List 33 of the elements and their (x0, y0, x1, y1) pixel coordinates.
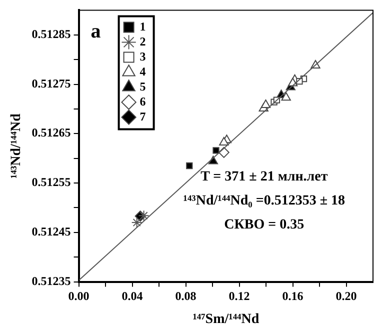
x-axis-title: ¹⁴⁷Sm/¹⁴⁴Nd (192, 312, 260, 328)
point (219, 137, 229, 146)
y-tick-label: 0.51265 (32, 126, 71, 140)
x-tick-label: 0.12 (228, 289, 250, 304)
y-tick-label: 0.51275 (32, 76, 71, 90)
x-tick-label: 0.20 (336, 289, 357, 304)
legend-label: 6 (140, 94, 146, 108)
y-axis-title: ¹⁴³Nd/¹⁴⁴Nd (9, 113, 24, 178)
annotation: T = 371 ± 21 млн.лет (200, 169, 328, 184)
legend-label: 1 (140, 19, 146, 34)
legend-label: 3 (140, 49, 146, 64)
y-tick-label: 0.51235 (32, 274, 71, 288)
annotation: ¹⁴³Nd/¹⁴⁴Nd₀ =0.512353 ± 18 (183, 193, 346, 208)
x-tick-label: 0.04 (122, 289, 143, 304)
point (208, 156, 218, 164)
y-tick-label: 0.51245 (32, 224, 71, 239)
y-tick-label: 0.51285 (32, 26, 71, 41)
x-tick-label: 0.16 (282, 289, 304, 304)
point (131, 217, 142, 228)
legend-label: 2 (140, 34, 146, 48)
point (138, 210, 150, 222)
annotation: a (90, 20, 101, 42)
x-tick-label: 0.08 (175, 289, 196, 304)
annotation: СКВО = 0.35 (224, 217, 304, 232)
point (212, 147, 220, 154)
legend-label: 4 (140, 64, 146, 78)
point (186, 162, 193, 170)
legend-label: 5 (140, 79, 146, 94)
point (281, 92, 291, 101)
point (260, 100, 271, 108)
legend-label: 7 (140, 109, 146, 124)
y-tick-label: 0.51255 (32, 175, 71, 190)
x-tick-label: 0.00 (68, 289, 90, 304)
